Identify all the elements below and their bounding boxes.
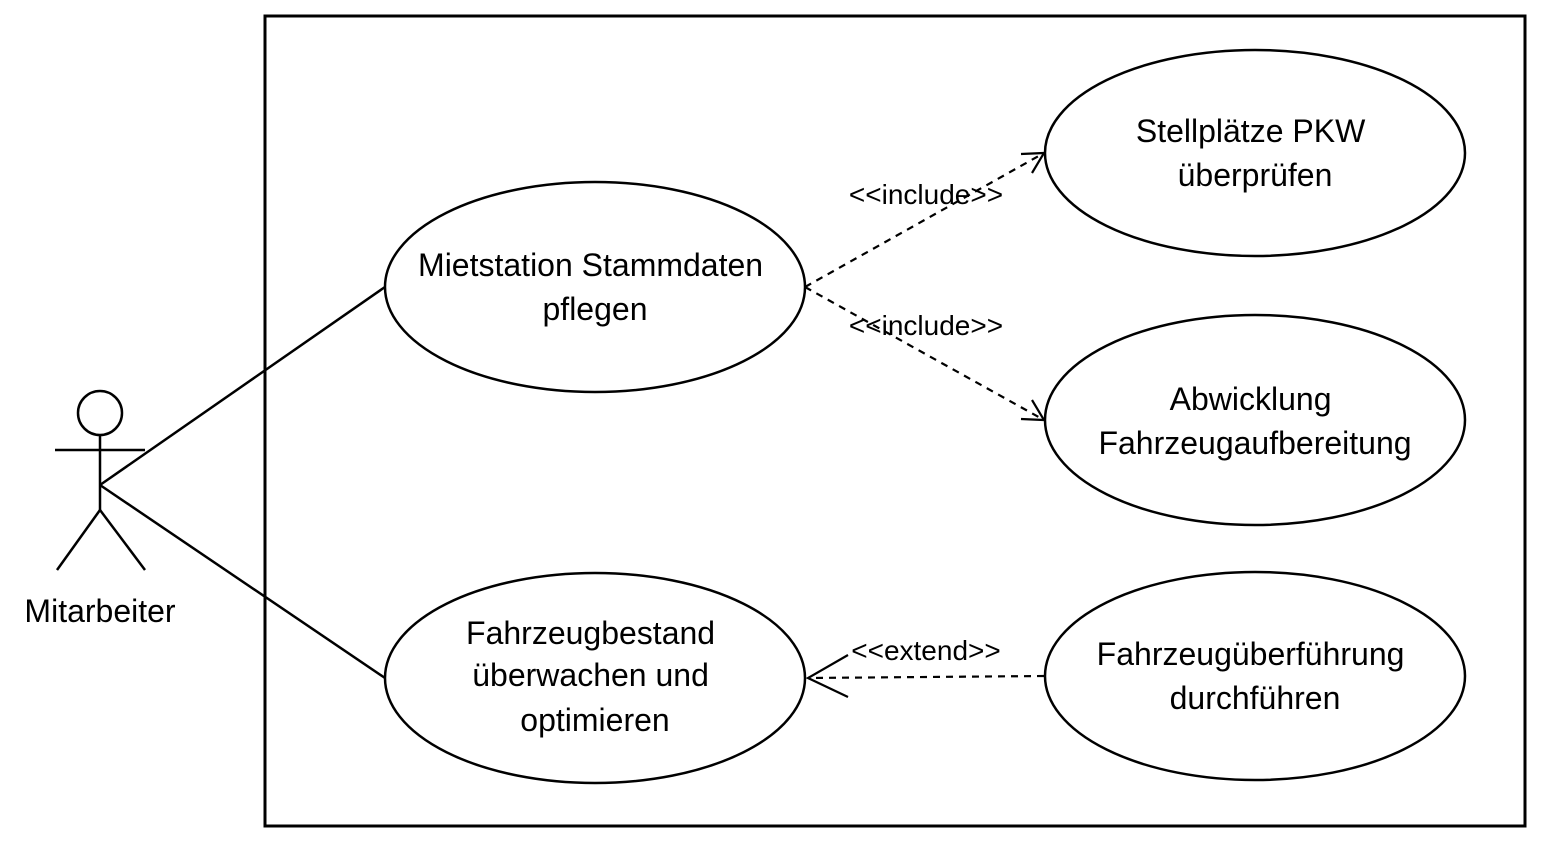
use-case-stammdaten-line-1: Mietstation Stammdaten [418, 247, 763, 283]
include-label-1: <<include>> [849, 179, 1003, 210]
use-case-ueberfuehrung-line-2: durchführen [1170, 680, 1341, 716]
use-case-stellplaetze-label: Stellplätze PKW überprüfen [1136, 113, 1374, 193]
extend-relation [805, 654, 1045, 698]
use-case-bestand [383, 571, 807, 785]
association-stammdaten [99, 285, 386, 487]
actor-left-leg [55, 509, 102, 571]
association-bestand [99, 483, 386, 680]
include-relation-aufbereitung [804, 286, 1046, 422]
use-case-stammdaten-line-2: pflegen [543, 291, 648, 327]
use-case-stellplaetze-line-1: Stellplätze PKW [1136, 113, 1366, 149]
system-boundary [263, 14, 1527, 828]
use-case-stammdaten [383, 180, 807, 394]
extend-label: <<extend>> [851, 635, 1000, 666]
use-case-stellplaetze-line-2: überprüfen [1178, 157, 1333, 193]
use-case-stellplaetze [1043, 48, 1467, 258]
use-case-bestand-line-1: Fahrzeugbestand [466, 615, 715, 651]
include-label-2: <<include>> [849, 310, 1003, 341]
actor-right-leg [99, 509, 146, 571]
actor-figure [55, 389, 146, 571]
use-case-ueberfuehrung-line-1: Fahrzeugüberführung [1097, 636, 1405, 672]
use-case-stammdaten-label: Mietstation Stammdaten pflegen [418, 247, 772, 327]
use-case-ueberfuehrung [1043, 570, 1467, 782]
actor-head [76, 389, 124, 437]
use-case-aufbereitung-line-1: Abwicklung [1170, 381, 1332, 417]
use-case-aufbereitung-line-2: Fahrzeugaufbereitung [1098, 425, 1411, 461]
use-case-ueberfuehrung-label: Fahrzeugüberführung durchführen [1097, 636, 1414, 716]
include-relation-stellplaetze [804, 151, 1046, 288]
use-case-bestand-line-3: optimieren [520, 702, 669, 738]
use-case-bestand-label: Fahrzeugbestand überwachen und optimiere… [466, 615, 724, 738]
actor-label: Mitarbeiter [24, 593, 176, 629]
use-case-aufbereitung [1043, 313, 1467, 527]
use-case-aufbereitung-label: Abwicklung Fahrzeugaufbereitung [1098, 381, 1411, 461]
use-case-bestand-line-2: überwachen und [472, 657, 709, 693]
